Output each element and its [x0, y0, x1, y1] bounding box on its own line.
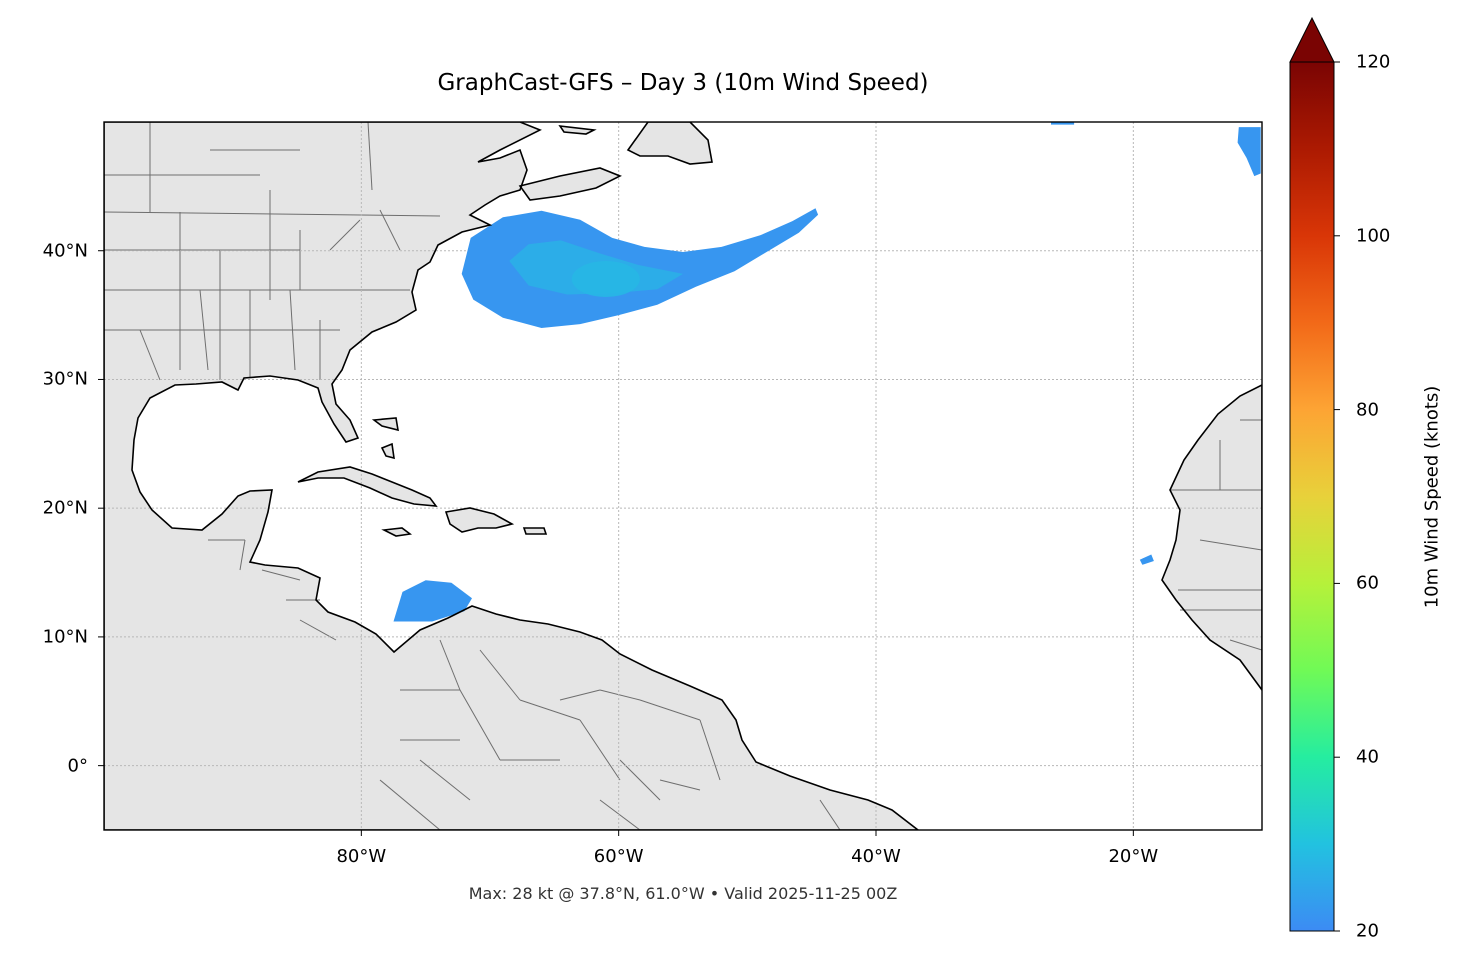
coastlines [104, 122, 1262, 830]
country-border [599, 799, 641, 830]
cape-verde-wind-patch [1139, 554, 1154, 565]
country-border [619, 759, 661, 801]
lat-tick-label: 20°N [42, 497, 88, 519]
country-border [1199, 539, 1262, 551]
newfoundland-island [628, 122, 712, 164]
lat-tick-label: 0° [67, 755, 88, 777]
country-border [419, 759, 471, 801]
country-border [139, 329, 161, 381]
colorbar-extend-arrow [1289, 16, 1335, 63]
country-border [659, 779, 701, 791]
coastline [371, 417, 399, 460]
colorbar-tick-label: 20 [1356, 920, 1379, 942]
lat-tick-label: 40°N [42, 240, 88, 262]
lon-tick-label: 60°W [593, 846, 644, 867]
wind-speed-field [393, 122, 1261, 622]
coastline [626, 122, 713, 165]
country-border [329, 219, 361, 251]
country-border [261, 569, 301, 581]
lat-tick-marks [98, 250, 104, 767]
colorbar-tick-label: 80 [1356, 399, 1379, 421]
country-border [439, 639, 461, 691]
north-america-land [104, 122, 918, 830]
graticule [104, 122, 1262, 830]
coastline [444, 507, 515, 533]
country-border [639, 699, 701, 721]
country-border [699, 719, 721, 781]
country-borders [104, 122, 1262, 830]
country-border [579, 719, 621, 781]
map-title: GraphCast-GFS – Day 3 (10m Wind Speed) [437, 70, 929, 96]
country-border [559, 689, 601, 701]
country-border [599, 689, 641, 701]
colorbar-tick-label: 40 [1356, 746, 1379, 768]
lon-tick-label: 80°W [336, 846, 387, 867]
lon-tick-label: 20°W [1108, 846, 1159, 867]
country-border [199, 289, 209, 371]
lon-tick-marks [360, 830, 1134, 836]
country-border [239, 539, 246, 571]
colorbar-bar [1289, 61, 1335, 932]
colorbar-tick-label: 120 [1356, 51, 1391, 73]
puerto-rico-island [524, 528, 546, 534]
map-frame [103, 121, 1263, 831]
country-border [104, 211, 441, 217]
coastline [1161, 384, 1262, 692]
country-border [519, 699, 581, 721]
hispaniola-island [446, 508, 512, 532]
country-border [819, 799, 841, 830]
caribbean-wind-patch [393, 580, 472, 622]
country-border [1229, 639, 1262, 651]
wind-maximum-core [571, 261, 640, 298]
colorbar-tick-label: 100 [1356, 225, 1391, 247]
country-border [479, 649, 521, 701]
colorbar [1289, 16, 1340, 932]
coastline [104, 122, 920, 830]
country-border [367, 122, 373, 191]
lat-tick-label: 10°N [42, 626, 88, 648]
lat-tick-label: 30°N [42, 368, 88, 390]
country-border [459, 689, 501, 761]
nova-scotia-land [520, 168, 620, 200]
country-border [379, 779, 441, 830]
coastline [558, 125, 597, 135]
country-border [289, 289, 296, 371]
northeast-edge-wind-patch [1237, 127, 1261, 177]
colorbar-axis-label: 10m Wind Speed (knots) [1421, 385, 1443, 609]
coastline [518, 167, 622, 201]
colorbar-ticks [1334, 61, 1340, 932]
coastline [381, 527, 413, 537]
country-border [379, 209, 401, 251]
coastline [522, 527, 548, 535]
lon-tick-label: 40°W [851, 846, 901, 867]
colorbar-tick-label: 60 [1356, 572, 1379, 594]
max-info-footnote: Max: 28 kt @ 37.8°N, 61.0°W • Valid 2025… [468, 884, 898, 903]
coastline [297, 466, 438, 507]
